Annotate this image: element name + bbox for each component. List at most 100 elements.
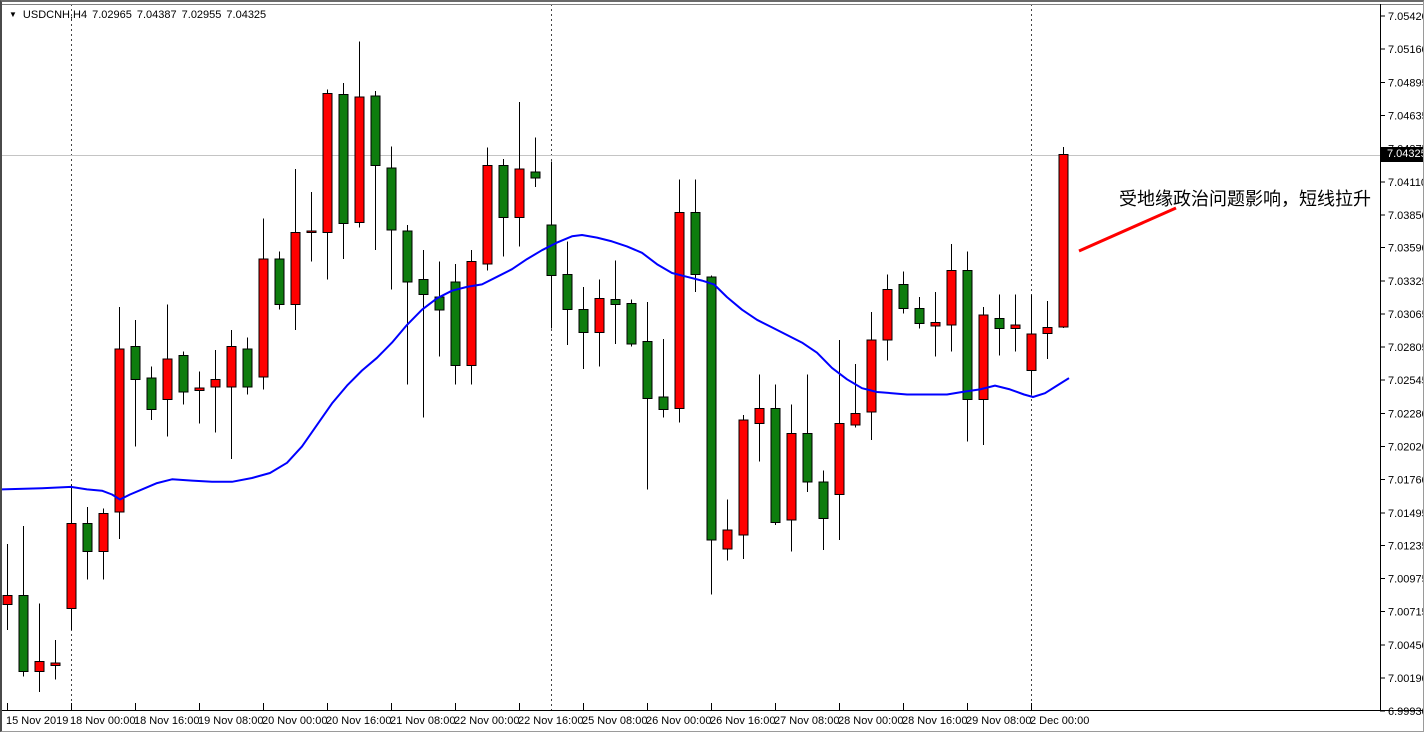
price-tick-label: 7.03590: [1388, 243, 1424, 255]
candle-body-bear: [914, 307, 925, 325]
candle: [34, 603, 45, 692]
plot-area[interactable]: [2, 2, 1380, 710]
price-tick-label: 7.05160: [1388, 44, 1424, 56]
candle: [338, 83, 349, 260]
candle: [50, 640, 61, 680]
candle: [418, 250, 429, 418]
candle-body-bull: [786, 433, 797, 521]
candle: [98, 508, 109, 580]
candle-body-bull: [1010, 324, 1021, 330]
candle-body-bear: [546, 224, 557, 276]
price-tick-label: 7.04635: [1388, 110, 1424, 122]
candle-body-bear: [690, 211, 701, 275]
candle-body-bear: [386, 167, 397, 231]
candle-body-bear: [178, 354, 189, 393]
candle: [162, 304, 173, 437]
bid-price-box: 7.04325: [1380, 147, 1423, 162]
candle-body-bear: [994, 318, 1005, 330]
candle: [530, 137, 541, 187]
candle: [770, 384, 781, 525]
candle-body-bear: [898, 283, 909, 309]
candle-body-bull: [594, 297, 605, 333]
candle-body-bull: [722, 529, 733, 550]
annotation-text[interactable]: 受地缘政治问题影响，短线拉升: [1119, 189, 1371, 209]
candle-body-bull: [930, 321, 941, 327]
candle: [482, 147, 493, 271]
candle: [914, 297, 925, 329]
time-tick-label: 27 Nov 08:00: [774, 715, 839, 727]
candle: [882, 274, 893, 361]
price-tick-label: 7.01760: [1388, 474, 1424, 486]
candles-group: [2, 41, 1069, 692]
candle-body-bull: [290, 232, 301, 306]
candle: [802, 374, 813, 492]
candle: [594, 279, 605, 367]
candle: [82, 507, 93, 580]
symbol-label: USDCNH,H4: [22, 9, 88, 21]
quote-close: 7.04325: [226, 9, 267, 21]
candle: [738, 414, 749, 560]
price-tick-label: 7.00190: [1388, 673, 1424, 685]
candle: [306, 192, 317, 262]
candle: [386, 146, 397, 290]
candle: [210, 350, 221, 433]
candle-body-bull: [98, 513, 109, 552]
candle: [466, 250, 477, 385]
collapse-triangle-icon[interactable]: ▼: [9, 10, 17, 19]
candle: [146, 366, 157, 420]
candle: [866, 312, 877, 441]
price-tick-label: 7.02280: [1388, 409, 1424, 421]
candle: [690, 179, 701, 292]
candle: [370, 90, 381, 251]
candle-body-bear: [274, 258, 285, 306]
candle-body-bull: [738, 419, 749, 536]
candle-body-bull: [226, 345, 237, 388]
candle: [450, 264, 461, 385]
candle-body-bear: [770, 407, 781, 523]
candle: [354, 41, 365, 228]
price-tick-label: 7.03850: [1388, 210, 1424, 222]
price-axis[interactable]: 7.054207.051607.048957.046357.043757.041…: [1380, 11, 1424, 718]
candle-body-bear: [146, 377, 157, 411]
candle: [402, 224, 413, 385]
time-tick-label: 26 Nov 00:00: [646, 715, 711, 727]
candle-body-bull: [834, 423, 845, 496]
candle-body-bear: [130, 345, 141, 380]
time-tick-label: 21 Nov 08:00: [390, 715, 455, 727]
candle-body-bull: [114, 348, 125, 513]
time-tick-label: 20 Nov 00:00: [262, 715, 327, 727]
price-tick-label: 7.04110: [1388, 177, 1424, 189]
candle: [322, 89, 333, 280]
candle-body-bull: [1042, 326, 1053, 335]
candle: [2, 543, 13, 630]
annotation-trend-line[interactable]: [1078, 206, 1177, 253]
candle-body-bull: [850, 413, 861, 426]
candle: [66, 484, 77, 630]
price-tick-label: 7.02545: [1388, 375, 1424, 387]
price-tick-label: 7.00715: [1388, 607, 1424, 619]
candle: [578, 286, 589, 370]
candle: [962, 251, 973, 442]
candle-body-bull: [674, 211, 685, 409]
price-tick-label: 7.04895: [1388, 78, 1424, 90]
time-tick-label: 15 Nov 2019: [6, 715, 68, 727]
candle: [178, 351, 189, 405]
candle: [498, 159, 509, 257]
candle-body-bear: [642, 340, 653, 399]
candle-body-bear: [626, 302, 637, 345]
candle-body-bear: [802, 433, 813, 483]
candle-body-bear: [338, 94, 349, 225]
time-tick-label: 25 Nov 08:00: [582, 715, 647, 727]
candle-body-bear: [818, 481, 829, 519]
candle: [626, 299, 637, 347]
candle-body-bull: [1058, 154, 1069, 328]
candle-body-bull: [322, 92, 333, 233]
time-tick-label: 28 Nov 00:00: [838, 715, 903, 727]
candle-body-bull: [162, 358, 173, 401]
candle-body-bull: [882, 289, 893, 341]
price-tick-label: 7.03065: [1388, 309, 1424, 321]
price-tick-label: 7.03325: [1388, 276, 1424, 288]
candle-body-bear: [18, 595, 29, 673]
